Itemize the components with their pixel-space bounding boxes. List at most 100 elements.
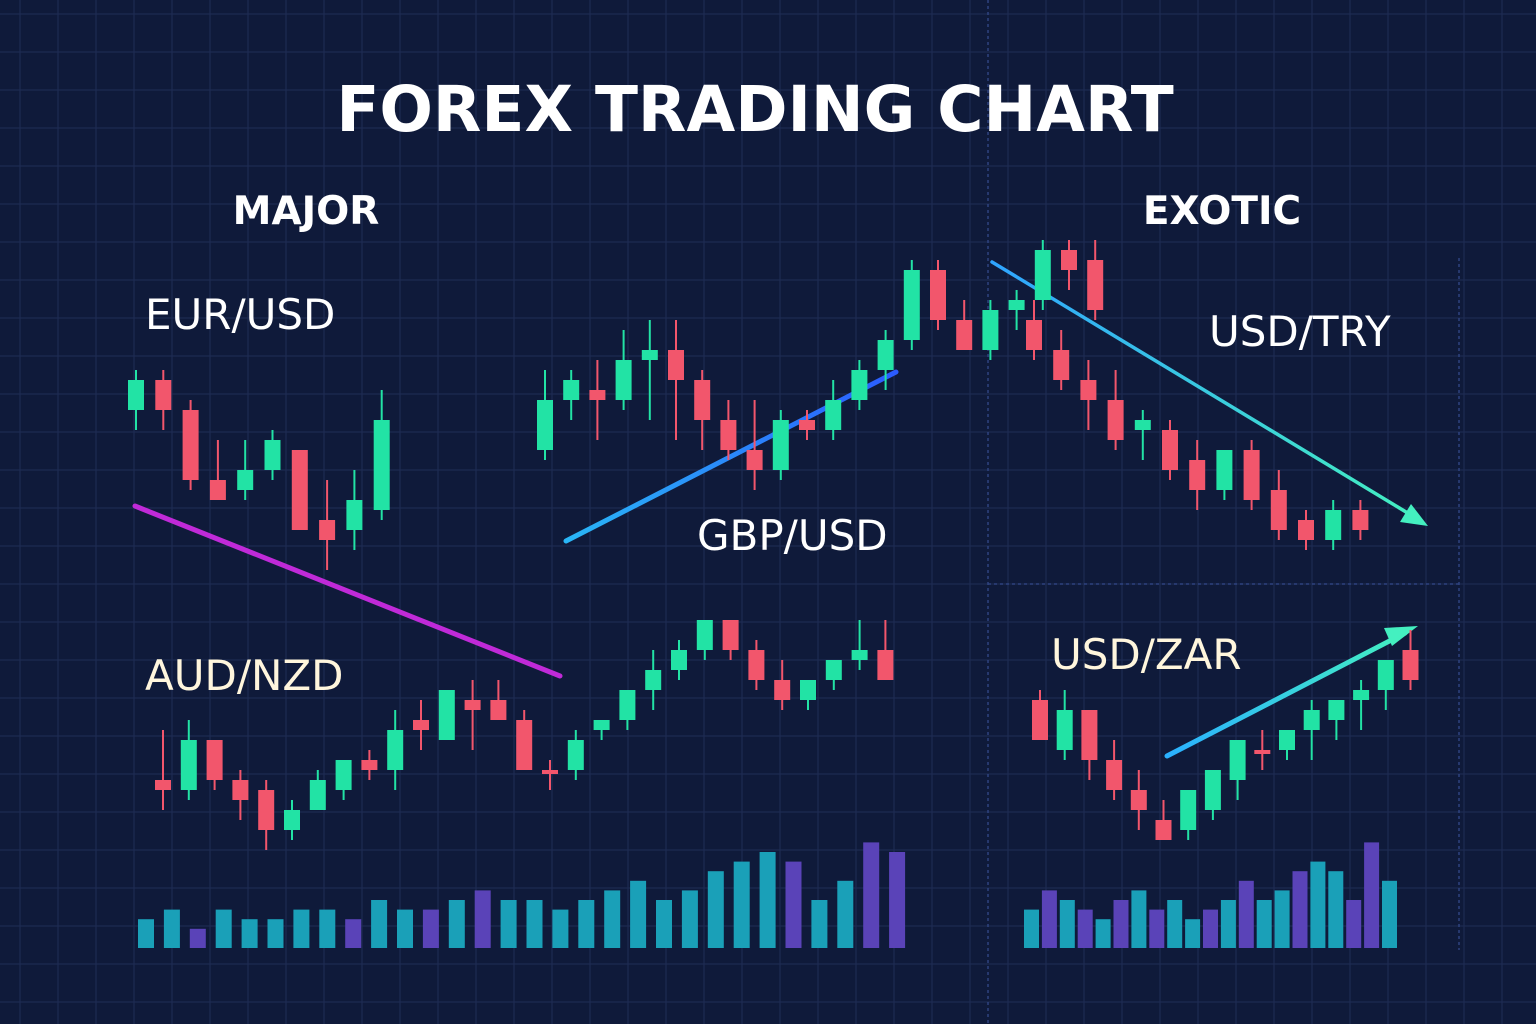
gbpusd-candle-body [930, 270, 946, 320]
gbpusd-candle-body [537, 400, 553, 450]
usdzar-candle-body [1155, 820, 1172, 840]
gbpusd-candle [799, 410, 815, 440]
usdzar-candle [1353, 680, 1370, 730]
exotic-volume-bar [1059, 900, 1075, 948]
usdzar-candle [1328, 700, 1345, 740]
major-volume-bar [707, 871, 724, 948]
usdtry-candle [1243, 440, 1260, 510]
audnzd-candle [180, 720, 197, 800]
gbpusd-candle-body [956, 320, 973, 350]
major-volume-bar [759, 852, 776, 948]
usdtry-candle-body [1216, 450, 1233, 490]
usdzar-candle-body [1229, 740, 1246, 780]
audnzd-candle [284, 800, 300, 840]
gbpusd-candle [877, 330, 894, 390]
audnzd-candle [335, 760, 352, 800]
usdzar-candle-body [1204, 770, 1221, 810]
major-volume-bar [681, 890, 698, 948]
exotic-volume-bar [1274, 890, 1290, 948]
usdzar-candle-body [1130, 790, 1147, 810]
audnzd-candle [413, 700, 429, 750]
usdtry-candle [1216, 450, 1233, 500]
eurusd-candle-body [128, 380, 144, 410]
audnzd-candle-body [619, 690, 636, 720]
major-volume-bar [889, 852, 906, 948]
usdtry-candle [1325, 500, 1342, 550]
gbpusd-candle [615, 330, 632, 410]
gbpusd-candle-body [720, 420, 737, 450]
audnzd-candle-body [284, 810, 300, 830]
audnzd-candle [387, 710, 404, 790]
audnzd-candle-body [877, 650, 894, 680]
exotic-volume-bar [1167, 900, 1183, 948]
gbpusd-candle [1008, 290, 1025, 330]
major-volume-bar [448, 900, 465, 948]
eurusd-candle [155, 370, 172, 430]
audnzd-candle-body [206, 740, 223, 780]
audnzd-candle [671, 640, 687, 680]
major-volume-bar [397, 909, 413, 948]
gbpusd-candle [825, 380, 842, 440]
usdzar-candle [1056, 690, 1073, 760]
major-volume-bar [138, 919, 154, 948]
usdtry-candle-body [1189, 460, 1206, 490]
eurusd-candle-body [182, 410, 199, 480]
gbpusd-candle-body [799, 420, 815, 430]
section-exotic-label: EXOTIC [1143, 189, 1301, 234]
usdtry-candle [1352, 500, 1369, 540]
major-volume-bar [215, 909, 232, 948]
gbpusd-candle [851, 360, 868, 410]
exotic-volume-bar [1185, 919, 1201, 948]
gbpusd-candle-body [641, 350, 658, 360]
audnzd-candle [645, 650, 662, 710]
audnzd-candle [516, 710, 533, 770]
gbpusd-candle-body [1061, 250, 1077, 270]
audnzd-candle-body [361, 760, 378, 770]
gbpusd-candle [982, 300, 999, 360]
usdzar-candle-body [1056, 710, 1073, 750]
eurusd-candle-body [319, 520, 336, 540]
audnzd-candle-body [722, 620, 739, 650]
gbpusd-candle-body [615, 360, 632, 400]
eurusd-candle-body [264, 440, 281, 470]
gbpusd-candle-body [746, 450, 763, 470]
audnzd-candle [774, 660, 791, 710]
usdzar-candle-body [1303, 710, 1320, 730]
major-volume-bar [656, 900, 672, 948]
gbpusd-candle [589, 360, 606, 440]
pair-label-usdtry: USD/TRY [1209, 307, 1391, 356]
exotic-volume-bar [1077, 909, 1093, 948]
major-volume-bar [552, 909, 569, 948]
audnzd-candle-body [464, 700, 481, 710]
usdtry-candle [1026, 300, 1042, 360]
usdzar-candle [1229, 740, 1246, 800]
major-volume-bar [319, 909, 336, 948]
gbpusd-candle-body [772, 420, 789, 470]
eurusd-candle-body [346, 500, 363, 530]
gbpusd-candle-body [877, 340, 894, 370]
major-volume-bar [837, 880, 854, 948]
gbpusd-candle-body [589, 390, 606, 400]
gbpusd-candle-body [825, 400, 842, 430]
major-volume-bar [474, 890, 491, 948]
pair-label-audnzd: AUD/NZD [145, 651, 344, 700]
gbpusd-candle [563, 370, 580, 420]
audnzd-candle-body [696, 620, 713, 650]
major-volume-bar [371, 900, 388, 948]
exotic-volume-bar [1149, 909, 1165, 948]
exotic-volume-bar [1220, 900, 1236, 948]
gbpusd-candle [537, 370, 553, 460]
audnzd-candle-body [335, 760, 352, 790]
audnzd-candle-body [748, 650, 765, 680]
usdzar-candle [1303, 700, 1320, 760]
usdtry-candle [1189, 440, 1206, 510]
audnzd-candle [206, 740, 223, 790]
eurusd-candle-body [209, 480, 226, 500]
audnzd-candle [593, 720, 610, 740]
audnzd-candle [361, 750, 378, 780]
eurusd-candle [373, 390, 390, 520]
pair-label-usdzar: USD/ZAR [1051, 630, 1242, 679]
major-volume-bar [578, 900, 595, 948]
usdzar-candle [1180, 790, 1197, 840]
audnzd-candle [155, 730, 171, 810]
